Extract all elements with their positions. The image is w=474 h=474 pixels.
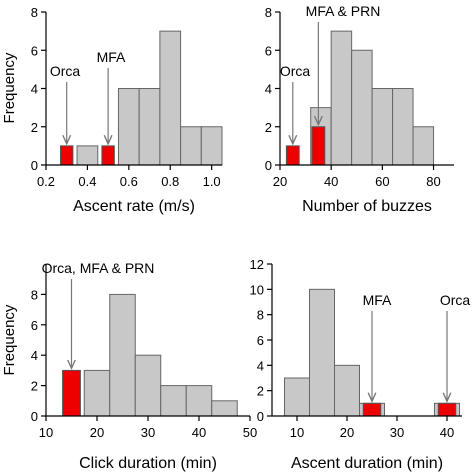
y-tick-label: 2: [31, 120, 38, 135]
y-tick-label: 10: [250, 282, 264, 297]
histogram-bar: [334, 364, 360, 417]
histogram-bar: [211, 400, 238, 417]
y-tick-label: 4: [31, 348, 38, 363]
histogram-bar: [309, 288, 335, 417]
x-tick-label: 0.8: [161, 174, 179, 189]
x-tick-label: 20: [90, 425, 104, 440]
y-tick-label: 8: [257, 308, 264, 323]
histogram-bar: [160, 385, 187, 417]
annotation-label: MFA: [363, 292, 392, 308]
y-tick-label: 8: [31, 287, 38, 302]
x-axis-title: Click duration (min): [79, 455, 217, 472]
histogram-bar: [134, 354, 162, 417]
annotation-label: Orca: [440, 292, 471, 308]
y-tick-label: 4: [257, 358, 264, 373]
x-tick-label: 0.6: [120, 174, 138, 189]
highlighted-bar: [362, 402, 382, 417]
y-tick-label: 0: [31, 158, 38, 173]
x-tick-label: 40: [192, 425, 206, 440]
panel-click-duration: 0 2 4 6 8 10 20 30 40 50 Click duration (min) Frequ…: [1, 260, 257, 472]
highlighted-bar: [285, 145, 300, 166]
annotation-label: MFA & PRN: [306, 3, 381, 19]
x-tick-label: 1.0: [203, 174, 221, 189]
annotation-label: Orca: [50, 63, 81, 79]
x-tick-label: 0.2: [37, 174, 55, 189]
y-tick-label: 2: [31, 379, 38, 394]
x-tick-label: 50: [243, 425, 257, 440]
histogram-bar: [117, 88, 140, 166]
y-tick-label: 4: [265, 82, 272, 97]
highlighted-bar: [437, 402, 457, 417]
panel-ascent-duration: 0 2 4 6 8 10 12 10 20 30 40 Ascent duration (min) MF…: [250, 257, 471, 472]
y-tick-label: 2: [257, 384, 264, 399]
y-tick-label: 2: [265, 120, 272, 135]
x-tick-label: 10: [290, 425, 304, 440]
histogram-bar: [284, 377, 310, 417]
histogram-bar: [159, 30, 182, 166]
x-tick-label: 20: [273, 174, 287, 189]
y-axis-title: Frequency: [1, 52, 18, 123]
histogram-bar: [109, 293, 136, 417]
x-tick-label: 80: [426, 174, 440, 189]
panel-number-of-buzzes: 0 2 4 6 8 20 40 60 80 Number of buzzes Orca MFA & P…: [265, 3, 454, 215]
histogram-bar: [330, 30, 353, 166]
panel-ascent-rate: 0 2 4 6 8 0.2 0.4 0.6 0.8 1.0 Ascent rate (m/s) Fre…: [1, 5, 223, 215]
y-tick-label: 6: [265, 43, 272, 58]
x-tick-label: 40: [324, 174, 338, 189]
highlighted-bar: [62, 369, 81, 417]
histogram-bar: [200, 126, 223, 166]
histogram-bar: [371, 88, 394, 166]
x-tick-label: 10: [39, 425, 53, 440]
histogram-bar: [138, 88, 161, 166]
y-tick-label: 8: [31, 5, 38, 20]
y-axis-title: Frequency: [1, 304, 18, 375]
y-tick-label: 6: [31, 43, 38, 58]
histogram-bar: [185, 385, 213, 417]
x-axis-title: Ascent rate (m/s): [73, 198, 195, 215]
x-axis-title: Ascent duration (min): [291, 455, 443, 472]
x-tick-label: 20: [340, 425, 354, 440]
x-axis-title: Number of buzzes: [302, 198, 432, 215]
annotation-label: Orca: [280, 63, 311, 79]
highlighted-bar: [311, 126, 326, 166]
x-tick-label: 30: [141, 425, 155, 440]
histogram-bar: [412, 126, 435, 166]
x-tick-label: 60: [375, 174, 389, 189]
y-tick-label: 8: [265, 5, 272, 20]
x-tick-label: 30: [390, 425, 404, 440]
annotation-label: Orca, MFA & PRN: [42, 260, 155, 276]
annotation-label: MFA: [97, 49, 126, 65]
y-tick-label: 6: [257, 333, 264, 348]
y-tick-label: 4: [31, 82, 38, 97]
highlighted-bar: [59, 145, 74, 166]
x-tick-label: 0.4: [78, 174, 96, 189]
x-tick-label: 40: [440, 425, 454, 440]
y-tick-label: 6: [31, 318, 38, 333]
highlighted-bar: [101, 145, 115, 166]
y-tick-label: 12: [250, 257, 264, 272]
histogram-bar: [351, 49, 373, 166]
y-tick-label: 0: [31, 409, 38, 424]
histogram-bar: [76, 145, 99, 166]
histogram-bar: [180, 126, 202, 166]
y-tick-label: 0: [265, 158, 272, 173]
histogram-bar: [83, 369, 111, 417]
y-tick-label: 0: [257, 409, 264, 424]
histogram-bar: [392, 88, 414, 166]
